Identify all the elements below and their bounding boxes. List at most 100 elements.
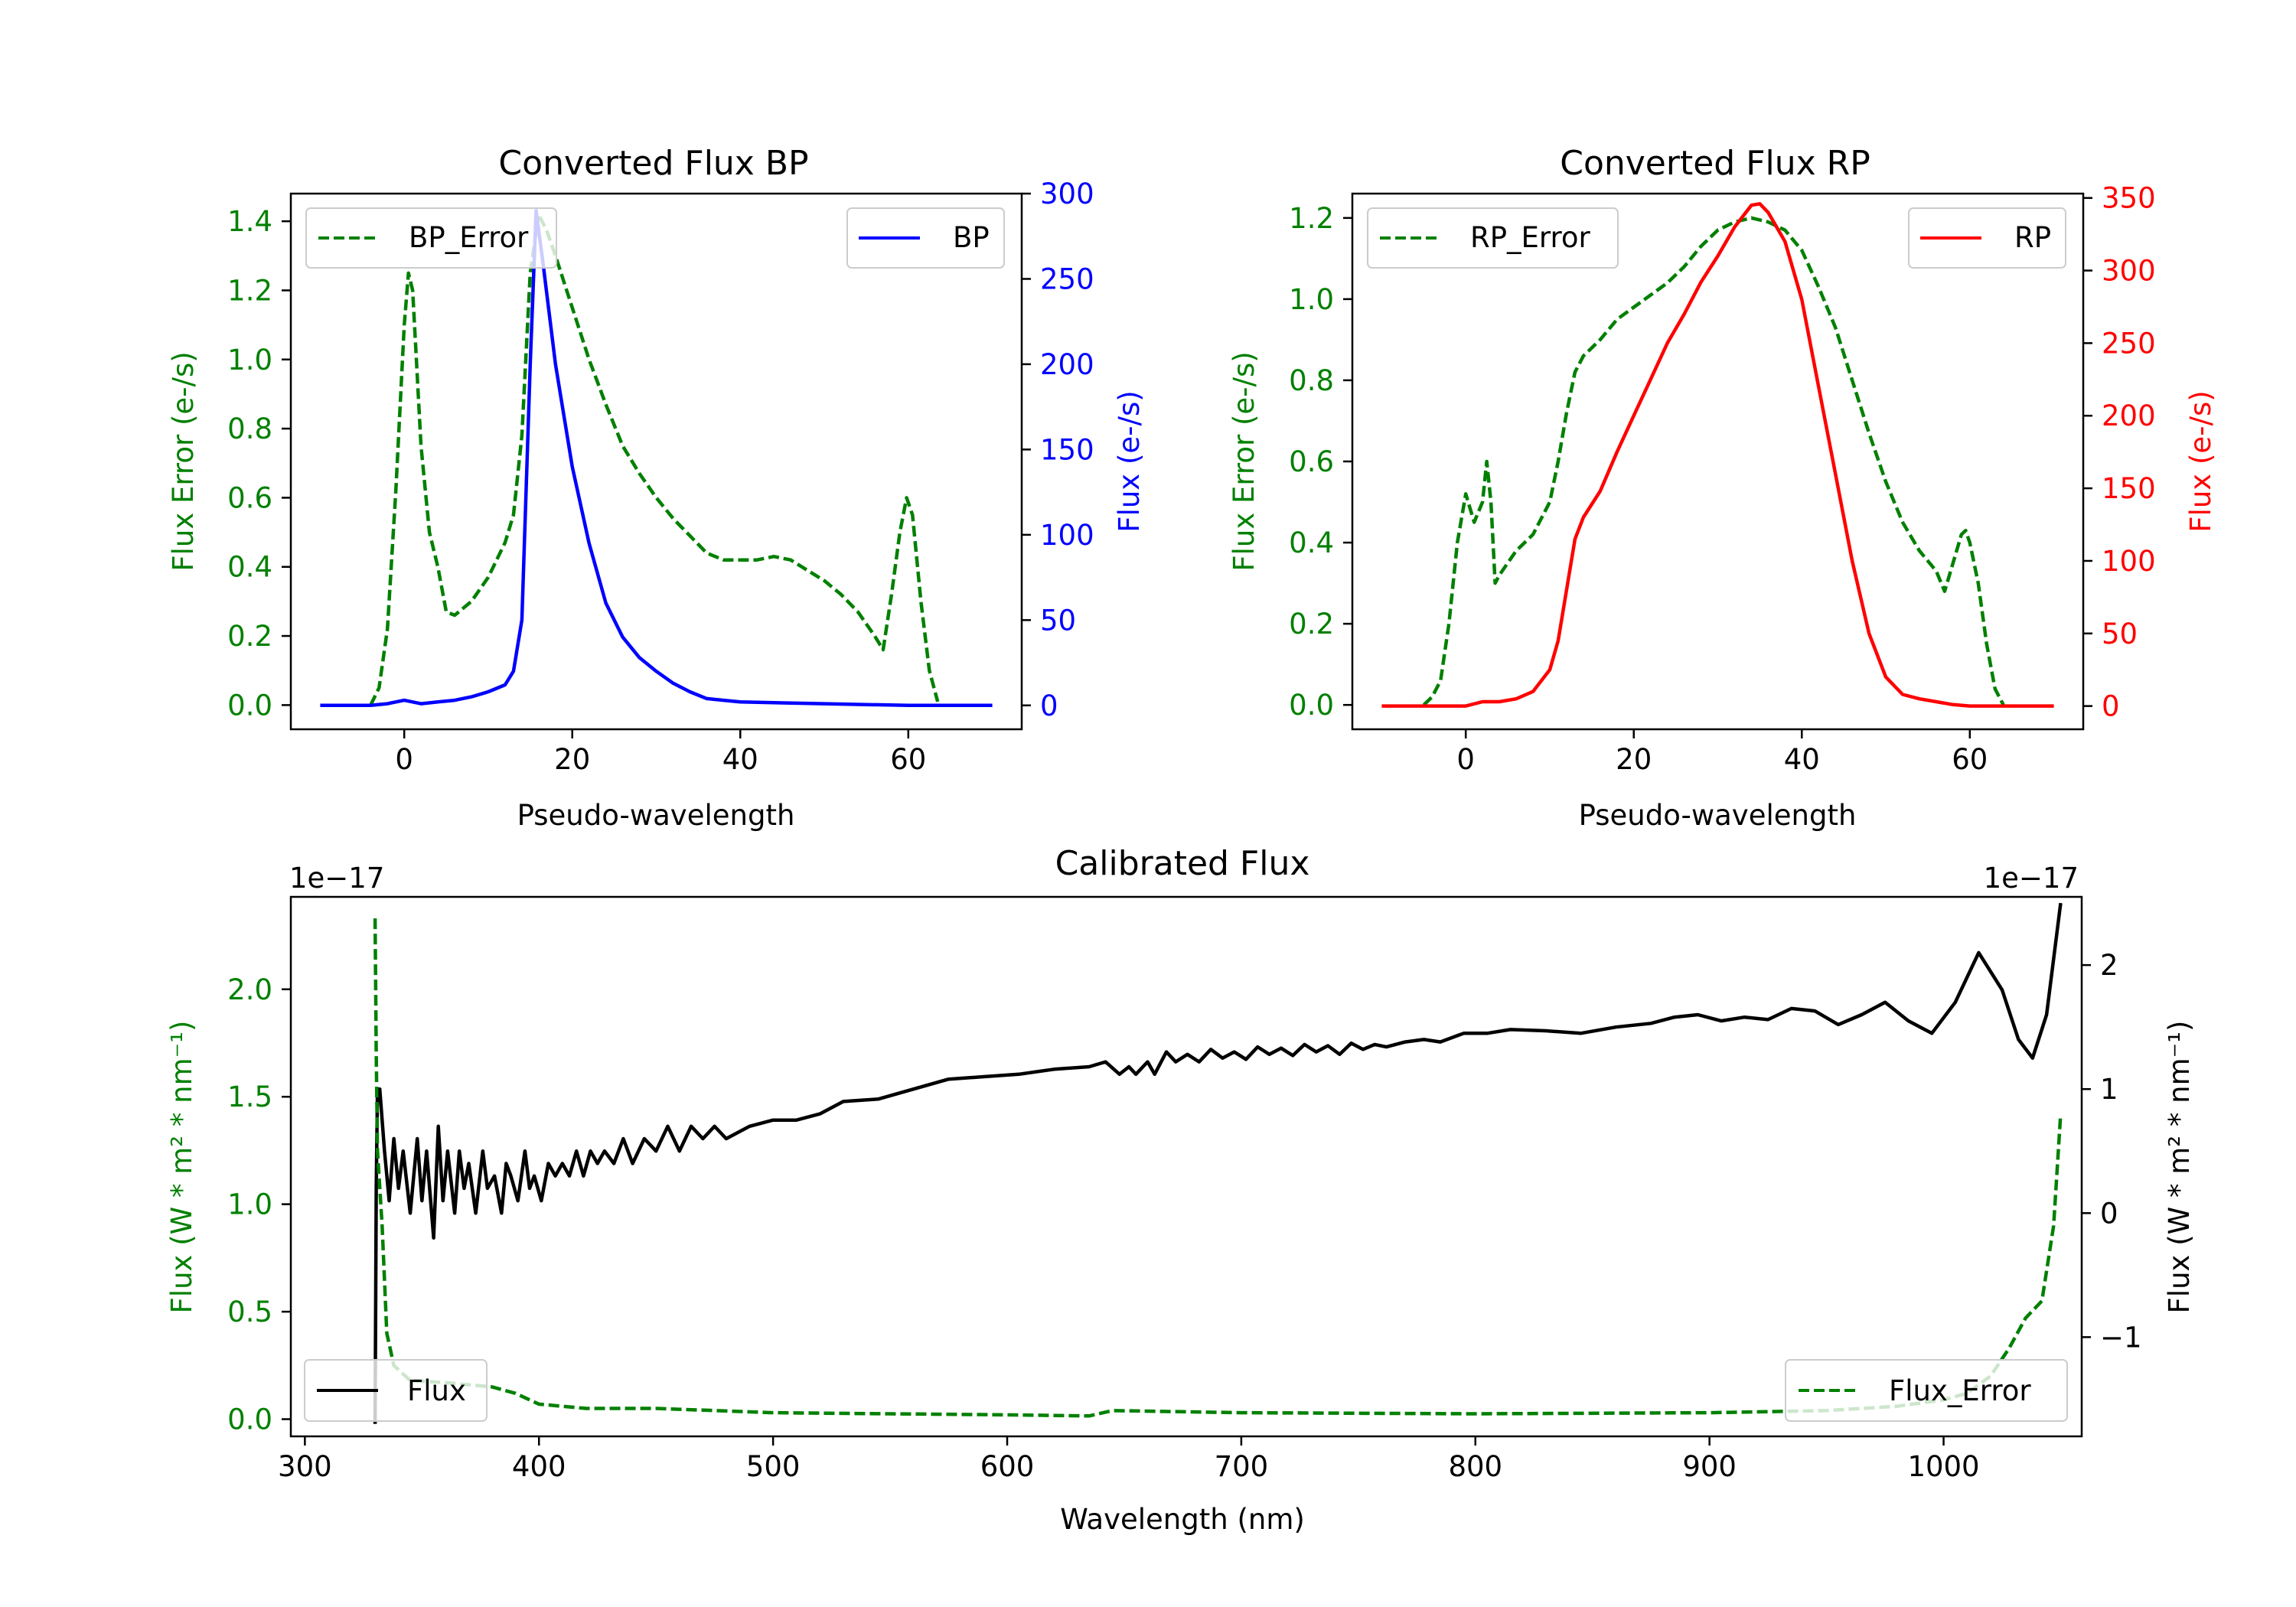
legend-box [305, 207, 557, 269]
x-tick-label: 400 [512, 1450, 566, 1483]
y-tick-label: 0.8 [1289, 364, 1334, 397]
y-tick-label: 250 [2102, 327, 2156, 360]
y-tick-label: 0.2 [1289, 608, 1334, 641]
cal-x-label: Wavelength (nm) [1060, 1503, 1305, 1536]
y-tick-label: 1.2 [1289, 202, 1334, 235]
legend-label: BP_Error [409, 221, 529, 254]
y-tick-label: 150 [1040, 433, 1094, 466]
y-tick-label: 0.8 [227, 412, 272, 445]
rp-legend-flux: RP [1908, 207, 2066, 269]
x-tick-label: 60 [1952, 743, 1988, 776]
bp-series-bp-error [369, 212, 940, 706]
x-tick-label: 900 [1682, 1450, 1737, 1483]
rp-plot-area [1381, 202, 2054, 708]
x-tick-label: 1000 [1907, 1450, 1979, 1483]
y-tick-label: 1.0 [227, 1188, 272, 1221]
rp-legend-error: RP_Error [1367, 207, 1619, 269]
rp-y-axis-right: 0 50 100 150 200 250 300 350 [2083, 182, 2156, 723]
legend-label: Flux [407, 1374, 466, 1407]
cal-series-flux [373, 902, 2063, 1424]
y-tick-label: 0.6 [1289, 445, 1334, 478]
y-tick-label: 0 [2102, 690, 2120, 723]
bp-title: Converted Flux BP [498, 144, 808, 183]
cal-frame [289, 895, 2083, 1438]
bp-y-axis-left: 0.0 0.2 0.4 0.6 0.8 1.0 1.2 1.4 [227, 205, 291, 722]
rp-x-axis: 0 20 40 60 [1456, 729, 1988, 776]
y-tick-label: 250 [1040, 262, 1094, 295]
y-tick-label: 100 [1040, 519, 1094, 552]
x-tick-label: 700 [1215, 1450, 1269, 1483]
legend-box [304, 1359, 488, 1422]
x-tick-label: 40 [1784, 743, 1820, 776]
y-tick-label: 2 [2100, 949, 2118, 982]
bp-legend-error: BP_Error [305, 207, 557, 269]
cal-x-axis: 300 400 500 600 700 800 900 1000 [278, 1436, 1980, 1483]
x-tick-label: 800 [1448, 1450, 1502, 1483]
y-tick-label: 200 [1040, 348, 1094, 381]
y-tick-label: 1.0 [227, 344, 272, 376]
x-tick-label: 20 [1616, 743, 1652, 776]
bp-x-label: Pseudo-wavelength [517, 799, 795, 832]
legend-label: RP_Error [1470, 221, 1590, 254]
legend-label: RP [2014, 221, 2051, 254]
rp-y-label-left: Flux Error (e-/s) [1228, 351, 1261, 571]
y-tick-label: 50 [1040, 604, 1076, 637]
legend-label: BP [953, 221, 990, 254]
bp-y-label-right: Flux (e-/s) [1113, 390, 1146, 532]
rp-x-label: Pseudo-wavelength [1579, 799, 1857, 832]
chart-bp: Converted Flux BP 0 20 40 60 0.00.20.40.60.… [167, 144, 1146, 832]
y-tick-label: 150 [2102, 472, 2156, 505]
y-tick-label: 200 [2102, 399, 2156, 432]
x-tick-label: 500 [746, 1450, 801, 1483]
bp-y-axis-right: 0 50 100 150 200 250 300 [1022, 178, 1094, 722]
y-tick-label: 0.0 [227, 1403, 272, 1436]
cal-offset-right: 1e−17 [1984, 862, 2079, 895]
cal-y-axis-left: 0.0 0.5 1.0 1.5 2.0 [227, 973, 291, 1436]
rp-series-rp [1381, 202, 2054, 708]
y-tick-label: 1.5 [227, 1081, 272, 1113]
y-tick-label: 1.0 [1289, 283, 1334, 316]
x-tick-label: 40 [722, 743, 758, 776]
y-tick-label: 300 [2102, 255, 2156, 288]
y-tick-label: −1 [2100, 1321, 2142, 1354]
y-tick-label: 0.6 [227, 481, 272, 514]
x-tick-label: 300 [278, 1450, 332, 1483]
y-tick-label: 0.4 [1289, 526, 1334, 559]
cal-legend-flux: Flux [304, 1359, 488, 1422]
x-tick-label: 0 [1456, 743, 1475, 776]
bp-x-axis: 0 20 40 60 [395, 729, 926, 776]
cal-y-axis-right: −1 0 1 2 [2082, 949, 2142, 1354]
legend-box [1908, 207, 2066, 269]
y-tick-label: 1.4 [227, 205, 272, 238]
bp-legend-flux: BP [846, 207, 1005, 269]
legend-box [1367, 207, 1619, 269]
bp-frame [289, 192, 1023, 731]
cal-y-label-right: Flux (W * m² * nm⁻¹) [2163, 1021, 2196, 1314]
y-tick-label: 0.0 [1289, 689, 1334, 722]
y-tick-label: 0 [1040, 689, 1058, 722]
y-tick-label: 0 [2100, 1197, 2118, 1230]
legend-box [1785, 1359, 2068, 1422]
y-tick-label: 0.4 [227, 551, 272, 584]
y-tick-label: 50 [2102, 618, 2138, 650]
legend-label: Flux_Error [1889, 1374, 2031, 1407]
cal-y-label-left: Flux (W * m² * nm⁻¹) [165, 1021, 198, 1314]
x-tick-label: 60 [890, 743, 926, 776]
rp-y-axis-left: 0.0 0.2 0.4 0.6 0.8 1.0 1.2 [1289, 202, 1352, 722]
chart-calibrated: Calibrated Flux 1e−17 1e−17 300 400 500 600… [165, 844, 2196, 1536]
y-tick-label: 0.2 [227, 620, 272, 653]
rp-title: Converted Flux RP [1560, 144, 1870, 183]
cal-offset-left: 1e−17 [289, 862, 384, 895]
y-tick-label: 300 [1040, 178, 1094, 210]
y-tick-label: 350 [2102, 182, 2156, 215]
y-tick-label: 2.0 [227, 973, 272, 1006]
x-tick-label: 20 [554, 743, 590, 776]
y-tick-label: 1 [2100, 1073, 2118, 1106]
rp-y-label-right: Flux (e-/s) [2184, 390, 2217, 532]
y-tick-label: 0.0 [227, 689, 272, 722]
y-tick-label: 0.5 [227, 1296, 272, 1328]
bp-y-label-left: Flux Error (e-/s) [167, 351, 200, 571]
y-tick-label: 1.2 [227, 274, 272, 307]
x-tick-label: 0 [395, 743, 413, 776]
chart-rp: Converted Flux RP 0 20 40 60 0.00.20.40.60.… [1228, 144, 2217, 832]
